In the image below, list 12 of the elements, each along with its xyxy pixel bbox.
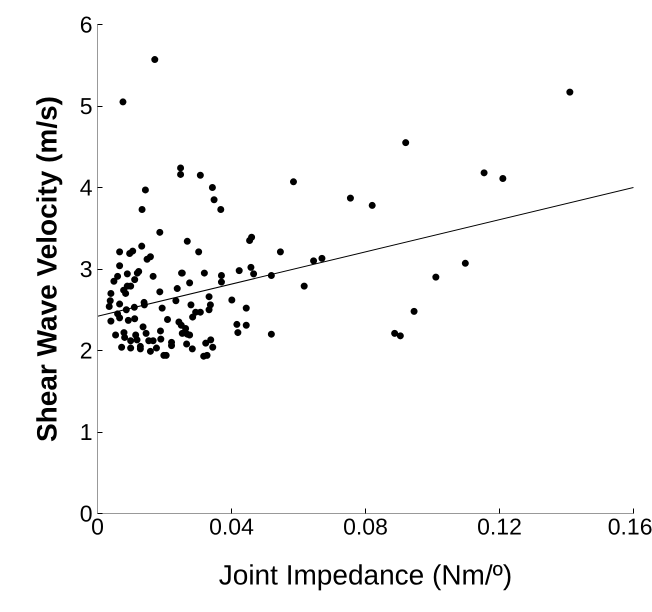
y-axis-title: Shear Wave Velocity (m/s) [32,96,63,442]
y-tick-label: 6 [80,12,93,38]
x-tick-label: 0.16 [608,514,652,540]
y-tick-label: 2 [80,338,93,364]
x-tick-label: 0.12 [477,514,522,540]
y-tick-label: 4 [80,174,93,200]
x-axis-title: Joint Impedance (Nm/º) [218,560,512,590]
y-tick-label: 5 [80,93,93,119]
y-tick-label: 3 [80,256,93,282]
x-tick-label: 0.08 [343,514,388,540]
y-tick-label: 1 [80,419,93,445]
x-tick-label: 0.04 [209,514,254,540]
